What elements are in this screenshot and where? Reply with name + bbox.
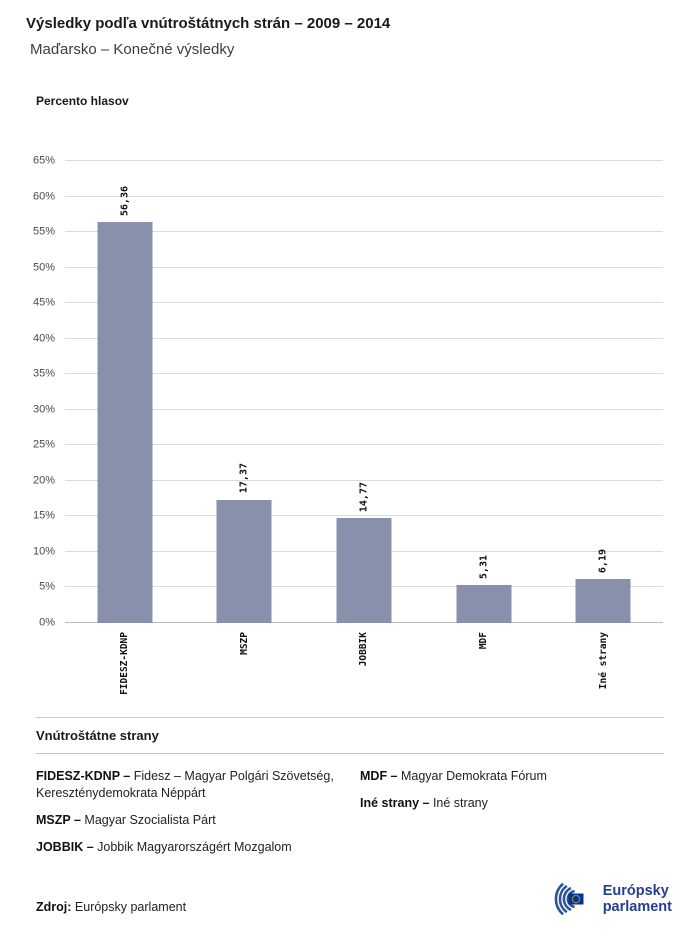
bar-value-label: 14,77 bbox=[358, 481, 370, 513]
categories-row: FIDESZ-KDNP MSZP JOBBIK MDF Iné strany bbox=[65, 623, 663, 705]
y-tick-label: 65% bbox=[32, 154, 55, 167]
legend-item: Iné strany – Iné strany bbox=[360, 795, 488, 810]
bar-slot: 6,19 bbox=[543, 161, 663, 623]
bar bbox=[97, 222, 153, 623]
category-slot: MDF bbox=[424, 623, 544, 705]
legend-column: MDF – Magyar Demokrata Fórum Iné strany –… bbox=[360, 768, 664, 866]
divider bbox=[36, 753, 664, 754]
bar-slot: 14,77 bbox=[304, 161, 424, 623]
gridline bbox=[65, 515, 663, 517]
legend-item: JOBBIK – Jobbik Magyarországért Mozgalom bbox=[36, 839, 292, 854]
x-category-label: FIDESZ-KDNP bbox=[119, 632, 131, 695]
bar-slot: 17,37 bbox=[185, 161, 305, 623]
chart-area: 0% 5% 10% 15% 20% 25% 30% 35% 40% 45% 50% 55% 60% 65%… bbox=[0, 155, 700, 628]
legend-section: Vnútroštátne strany FIDESZ-KDNP – Fidesz… bbox=[36, 717, 664, 866]
bar bbox=[336, 518, 392, 623]
legend-item: MDF – Magyar Demokrata Fórum bbox=[360, 769, 547, 783]
legend-columns: FIDESZ-KDNP – Fidesz – Magyar Polgári Sz… bbox=[36, 754, 664, 866]
y-tick-label: 0% bbox=[39, 616, 55, 629]
category-slot: MSZP bbox=[185, 623, 305, 705]
gridline bbox=[65, 302, 663, 304]
gridline bbox=[65, 160, 663, 161]
y-tick-label: 15% bbox=[32, 509, 55, 522]
bar bbox=[456, 585, 512, 623]
bar-value-label: 6,19 bbox=[597, 548, 609, 574]
bar bbox=[575, 579, 631, 623]
y-tick-label: 55% bbox=[32, 225, 55, 238]
footer: Zdroj: Európsky parlament bbox=[36, 876, 672, 922]
source-label: Zdroj: bbox=[36, 900, 72, 914]
category-slot: JOBBIK bbox=[304, 623, 424, 705]
source-note: Zdroj: Európsky parlament bbox=[36, 900, 186, 914]
ep-hemicycle-icon bbox=[554, 882, 584, 916]
gridline bbox=[65, 195, 663, 197]
y-tick-label: 10% bbox=[32, 545, 55, 558]
bar-chart: 0% 5% 10% 15% 20% 25% 30% 35% 40% 45% 50% 55% 60% 65%… bbox=[0, 155, 700, 705]
x-category-label: JOBBIK bbox=[358, 632, 370, 667]
bar-value-label: 17,37 bbox=[238, 463, 250, 494]
x-category-label: Iné strany bbox=[597, 632, 609, 690]
category-slot: FIDESZ-KDNP bbox=[65, 623, 185, 705]
y-tick-label: 20% bbox=[32, 474, 55, 487]
gridline bbox=[65, 479, 663, 481]
y-tick-label: 5% bbox=[39, 580, 55, 593]
bar-slot: 5,31 bbox=[424, 161, 544, 623]
gridline bbox=[65, 337, 663, 339]
bar bbox=[216, 499, 272, 623]
legend-heading: Vnútroštátne strany bbox=[36, 728, 159, 743]
gridline bbox=[65, 266, 663, 268]
gridline bbox=[65, 408, 663, 410]
ep-logo-line1: Európsky bbox=[602, 883, 669, 899]
legend-column: FIDESZ-KDNP – Fidesz – Magyar Polgári Sz… bbox=[36, 768, 360, 866]
bars-row: 56,36 17,37 14,77 5,31 6,19 bbox=[65, 161, 663, 623]
bar-value-label: 5,31 bbox=[478, 555, 490, 580]
gridline bbox=[65, 373, 663, 375]
gridline bbox=[65, 444, 663, 446]
x-category-label: MDF bbox=[478, 632, 490, 650]
y-axis: 0% 5% 10% 15% 20% 25% 30% 35% 40% 45% 50% 55% 60% 65% bbox=[0, 155, 60, 628]
bar-value-label: 56,36 bbox=[119, 186, 131, 217]
y-tick-label: 35% bbox=[32, 367, 55, 380]
gridline bbox=[65, 231, 663, 233]
eu-flag-icon bbox=[568, 893, 584, 905]
x-category-label: MSZP bbox=[238, 632, 250, 655]
y-axis-caption: Percento hlasov bbox=[36, 94, 129, 108]
y-tick-label: 30% bbox=[32, 403, 55, 416]
y-tick-label: 45% bbox=[32, 296, 55, 309]
plot-area: 56,36 17,37 14,77 5,31 6,19 bbox=[65, 160, 663, 623]
legend-item: FIDESZ-KDNP – Fidesz – Magyar Polgári Sz… bbox=[36, 769, 334, 800]
category-slot: Iné strany bbox=[543, 623, 663, 705]
y-tick-label: 25% bbox=[32, 438, 55, 451]
page-subtitle: Maďarsko – Konečné výsledky bbox=[30, 41, 235, 58]
source-value: Európsky parlament bbox=[74, 900, 187, 914]
european-parliament-logo: Európsky parlament bbox=[527, 876, 672, 922]
y-tick-label: 50% bbox=[32, 261, 55, 274]
y-tick-label: 40% bbox=[32, 332, 55, 345]
ep-logo-wordmark: Európsky parlament bbox=[603, 883, 672, 915]
divider bbox=[36, 717, 664, 718]
y-tick-label: 60% bbox=[32, 190, 55, 203]
page-title: Výsledky podľa vnútroštátnych strán – 20… bbox=[26, 15, 391, 32]
legend-item: MSZP – Magyar Szocialista Párt bbox=[36, 812, 216, 827]
ep-logo-line2: parlament bbox=[602, 899, 672, 915]
bar-slot: 56,36 bbox=[65, 161, 185, 623]
